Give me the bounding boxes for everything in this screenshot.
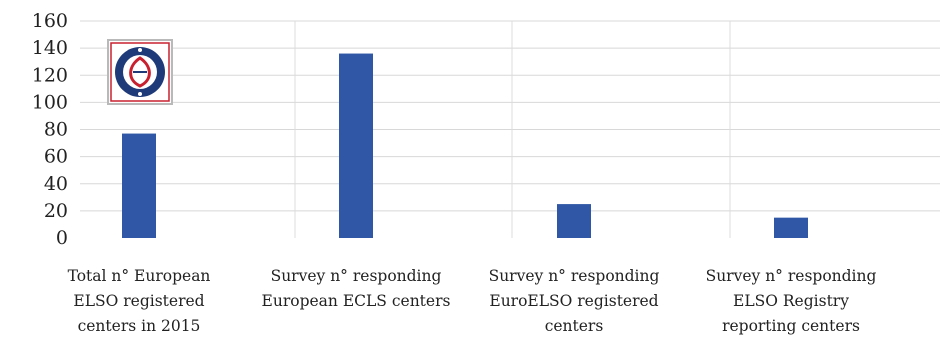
y-tick-label: 120 (32, 64, 68, 86)
x-category-label-line: ELSO Registry (733, 292, 849, 310)
x-category-label: Survey n° responding ELSO Registry reporti… (706, 267, 877, 335)
y-tick-label: 0 (56, 227, 68, 249)
x-category-label-line: Survey n° responding (489, 267, 660, 285)
x-category-label-line: ELSO registered (73, 292, 204, 310)
x-category-label-line: Total n° European (68, 267, 211, 285)
x-category-label-line: Survey n° responding (706, 267, 877, 285)
elso-logo (107, 39, 173, 105)
bar (774, 217, 808, 238)
y-tick-label: 80 (44, 119, 68, 141)
grid-layer (80, 20, 940, 238)
y-axis-ticks: 0 20 40 60 80 100 120 140 160 (32, 10, 68, 249)
x-category-label-line: centers (545, 317, 604, 335)
y-tick-label: 20 (44, 200, 68, 222)
x-category-label: Survey n° responding EuroELSO registered c… (489, 267, 660, 335)
x-category-label: Survey n° responding European ECLS center… (262, 267, 451, 310)
y-tick-label: 160 (32, 10, 68, 32)
x-category-label-line: reporting centers (722, 317, 860, 335)
bar (339, 53, 373, 238)
x-category-label-line: European ECLS centers (262, 292, 451, 310)
bar (122, 133, 156, 238)
x-category-label-line: EuroELSO registered (489, 292, 658, 310)
y-tick-label: 60 (44, 146, 68, 168)
y-tick-label: 140 (32, 37, 68, 59)
x-axis-labels: Total n° European ELSO registered centers … (68, 267, 877, 335)
y-tick-label: 40 (44, 173, 68, 195)
x-category-label-line: centers in 2015 (78, 317, 201, 335)
x-category-label: Total n° European ELSO registered centers … (68, 267, 211, 335)
bars (122, 53, 808, 238)
x-category-label-line: Survey n° responding (271, 267, 442, 285)
bar (557, 204, 591, 238)
y-tick-label: 100 (32, 91, 68, 113)
